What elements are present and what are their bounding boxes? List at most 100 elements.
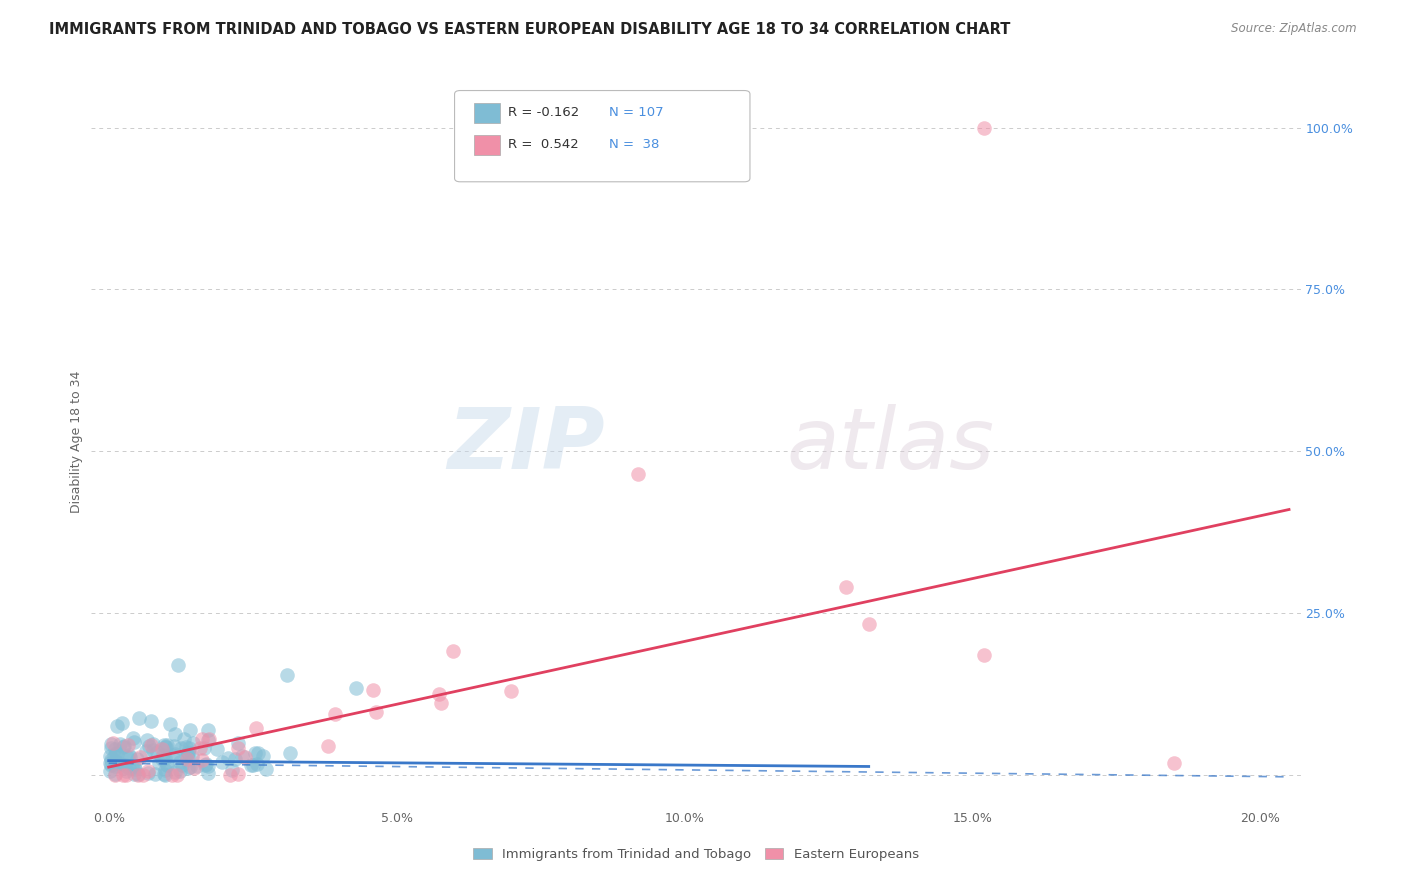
Point: [224, 752, 246, 766]
Point: [139, 714, 162, 729]
Point: [188, 740, 211, 755]
Point: [190, 753, 212, 767]
Point: [146, 745, 169, 759]
Point: [150, 751, 173, 765]
Point: [973, 120, 995, 135]
Point: [118, 761, 141, 775]
Point: [136, 765, 159, 780]
Point: [150, 741, 173, 756]
Point: [246, 756, 269, 771]
Point: [111, 739, 134, 754]
Point: [110, 737, 132, 751]
Point: [172, 758, 194, 772]
Point: [135, 733, 157, 747]
Point: [153, 740, 176, 755]
Point: [323, 707, 346, 722]
Point: [112, 761, 135, 775]
Point: [122, 731, 145, 746]
Point: [233, 749, 256, 764]
Text: ZIP: ZIP: [447, 404, 605, 487]
Point: [100, 757, 122, 772]
Point: [247, 746, 270, 760]
Point: [112, 768, 135, 782]
Point: [159, 717, 181, 731]
Point: [100, 737, 122, 751]
Point: [197, 766, 219, 780]
Point: [104, 767, 127, 781]
Point: [217, 751, 239, 765]
Point: [177, 746, 200, 760]
Point: [104, 756, 127, 770]
Point: [240, 757, 263, 772]
Point: [142, 737, 165, 751]
Point: [193, 757, 215, 772]
Point: [252, 748, 274, 763]
Point: [162, 739, 184, 753]
Point: [163, 747, 186, 761]
Point: [191, 732, 214, 747]
Point: [118, 750, 141, 764]
Point: [114, 758, 136, 772]
Point: [177, 749, 200, 764]
Point: [128, 768, 150, 782]
Point: [110, 715, 132, 730]
Point: [138, 764, 160, 778]
Point: [179, 723, 201, 738]
Point: [181, 736, 204, 750]
Point: [166, 657, 188, 672]
Point: [103, 736, 125, 750]
Point: [195, 757, 218, 772]
Point: [169, 755, 191, 769]
Point: [104, 747, 127, 761]
Point: [115, 750, 138, 764]
Point: [1163, 756, 1185, 771]
Point: [115, 764, 138, 778]
Point: [183, 761, 205, 775]
Point: [179, 760, 201, 774]
Text: N = 107: N = 107: [609, 106, 664, 120]
Point: [160, 768, 183, 782]
Point: [276, 667, 298, 681]
Point: [834, 580, 856, 594]
Point: [100, 740, 122, 755]
Point: [176, 739, 198, 754]
Point: [160, 747, 183, 762]
Point: [177, 761, 200, 775]
Point: [117, 739, 139, 753]
Point: [153, 751, 176, 765]
Point: [242, 758, 264, 772]
Point: [152, 747, 174, 762]
Point: [221, 763, 243, 777]
Y-axis label: Disability Age 18 to 34: Disability Age 18 to 34: [70, 370, 83, 513]
Point: [197, 723, 219, 738]
Point: [197, 759, 219, 773]
Point: [104, 759, 127, 773]
Point: [211, 755, 233, 769]
Point: [254, 762, 277, 776]
Point: [135, 744, 157, 758]
Point: [366, 705, 388, 719]
Point: [231, 748, 253, 763]
Point: [153, 767, 176, 781]
Point: [155, 739, 177, 754]
Point: [138, 739, 160, 753]
Point: [170, 741, 193, 756]
Point: [169, 764, 191, 778]
Text: Source: ZipAtlas.com: Source: ZipAtlas.com: [1232, 22, 1357, 36]
Point: [124, 760, 146, 774]
Point: [124, 762, 146, 776]
Point: [153, 767, 176, 781]
Point: [179, 740, 201, 755]
Point: [186, 759, 208, 773]
Point: [193, 740, 215, 755]
Point: [104, 768, 127, 782]
Point: [156, 738, 179, 752]
Point: [627, 467, 650, 481]
Point: [226, 736, 249, 750]
Point: [278, 747, 301, 761]
Point: [153, 738, 176, 752]
Point: [973, 648, 995, 662]
Point: [173, 731, 195, 746]
Point: [104, 742, 127, 756]
Point: [430, 696, 453, 710]
